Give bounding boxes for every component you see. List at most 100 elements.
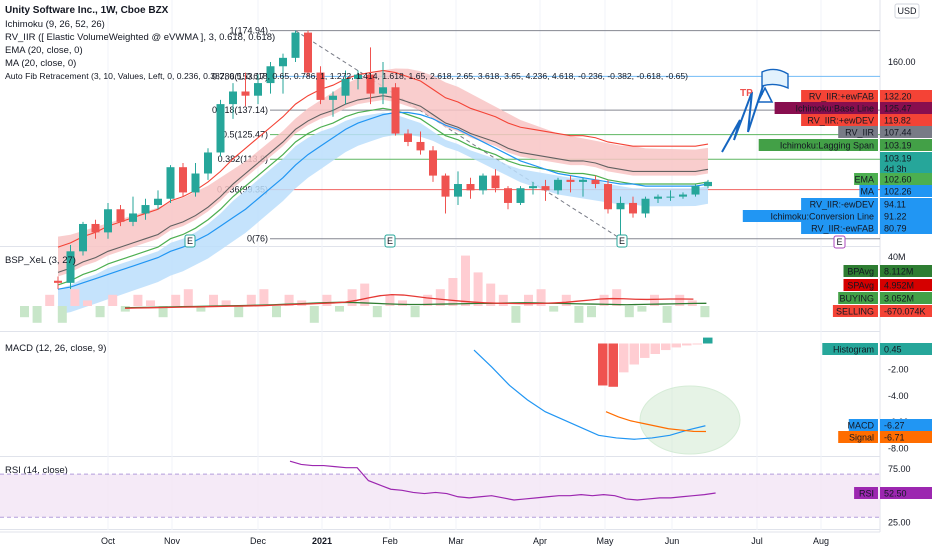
- price-tag-bg: [880, 343, 932, 355]
- candle-body: [341, 78, 350, 96]
- flag-icon: [761, 68, 789, 95]
- bsp-bar: [246, 294, 256, 306]
- legend-fib[interactable]: Auto Fib Retracement (3, 10, Values, Lef…: [5, 71, 688, 81]
- candle-body: [554, 179, 562, 191]
- price-tag-bg: [880, 173, 932, 185]
- price-tag-value: -6.27: [884, 421, 905, 431]
- candle-body: [666, 196, 675, 198]
- legend-ichimoku[interactable]: Ichimoku (9, 26, 52, 26): [5, 19, 105, 30]
- bsp-bar: [700, 306, 710, 318]
- macd-tick-label: -8.00: [888, 443, 909, 453]
- bsp-bar: [133, 294, 143, 306]
- price-tag-value: -6.71: [884, 433, 905, 443]
- rsi-line: [289, 460, 716, 501]
- series-tag-label: Ichimoku:Conversion Line: [770, 212, 874, 222]
- time-tick-label: 2021: [312, 536, 332, 546]
- price-labels: RV_IIR:+ewFAB 132.20 Ichimoku:Base Line 125…: [742, 90, 932, 234]
- candle-body: [504, 188, 512, 203]
- candle-body: [629, 202, 637, 214]
- candle-body: [454, 184, 462, 197]
- chart-title: Unity Software Inc., 1W, Cboe BZX: [5, 5, 169, 16]
- candle-body: [54, 280, 62, 283]
- bsp-bar: [435, 289, 445, 306]
- series-tag-label: Ichimoku:Base Line: [795, 104, 874, 114]
- earnings-marker: [184, 234, 196, 248]
- time-tick-label: Feb: [382, 536, 398, 546]
- bsp-bar: [32, 306, 42, 323]
- bsp-bar: [83, 300, 92, 306]
- series-tag-label: RV_IIR:-ewFAB: [811, 224, 874, 234]
- bsp-bar: [259, 289, 269, 306]
- macd-tick-label: -4.00: [888, 391, 909, 401]
- series-tag-label: RSI: [859, 489, 874, 499]
- macd-line: [473, 349, 706, 440]
- macd-pane: MACD (12, 26, close, 9)-2.00-4.00-6.00-8…: [5, 337, 932, 455]
- bsp-bar: [234, 306, 244, 318]
- earnings-marker: [616, 234, 628, 248]
- bsp-bar: [272, 306, 281, 318]
- bsp-title: BSP_XeL (3, 27): [5, 255, 76, 266]
- candle-body: [516, 188, 525, 203]
- price-tag-bg: [880, 431, 932, 443]
- candle-body: [291, 32, 300, 58]
- bsp-bar: [146, 300, 155, 306]
- candle-body: [141, 205, 150, 214]
- time-tick-label: May: [596, 536, 614, 546]
- candle-body: [591, 179, 600, 185]
- candle-body: [154, 198, 162, 206]
- bsp-bar: [309, 306, 319, 323]
- projection-path: [721, 79, 766, 153]
- candle-body: [66, 251, 75, 283]
- earnings-marker-label: E: [836, 237, 842, 247]
- time-axis[interactable]: Oct Nov Dec 2021 Feb Mar Apr May Jun Jul Aug: [101, 536, 829, 546]
- price-tag-bg: [880, 114, 932, 126]
- series-tag-bg: [774, 102, 878, 114]
- price-tag-value: 125.47: [884, 104, 912, 114]
- bsp-tick-label: 40M: [888, 252, 906, 262]
- candle-body: [116, 209, 125, 222]
- fib-trend-line: [295, 30, 621, 240]
- series-tag-bg: [859, 185, 878, 197]
- macd-histogram-bar: [650, 343, 660, 354]
- time-tick-label: Oct: [101, 536, 116, 546]
- bsp-bar: [511, 306, 521, 323]
- series-tag-bg: [854, 487, 878, 499]
- rsi-tick-label: 25.00: [888, 518, 911, 528]
- legend-ma[interactable]: MA (20, close, 0): [5, 58, 76, 69]
- price-tag-bg: [880, 198, 932, 210]
- currency-button[interactable]: [894, 3, 920, 19]
- price-tag-value: 103.19: [884, 154, 912, 164]
- bsp-bar: [284, 294, 294, 306]
- legend-rv-iir[interactable]: RV_IIR ([ Elastic VolumeWeighted @ eVWMA…: [5, 32, 275, 43]
- candle-body: [404, 133, 412, 142]
- series-tag-bg: [742, 210, 878, 222]
- bsp-bar: [498, 294, 508, 306]
- time-tick-label: Apr: [533, 536, 547, 546]
- candle-body: [616, 202, 625, 210]
- bsp-bar: [108, 294, 118, 306]
- time-tick-label: Nov: [164, 536, 181, 546]
- price-tag-bg: [880, 126, 932, 138]
- fib-level-label: 0(76): [247, 234, 268, 244]
- series-tag-bg: [838, 431, 878, 443]
- bsp-bar: [561, 294, 571, 306]
- price-tag-bg: [880, 279, 932, 291]
- bsp-bar: [171, 294, 181, 306]
- bsp-bar: [423, 294, 433, 306]
- macd-histogram-bar: [682, 343, 692, 346]
- signal-line: [605, 411, 707, 433]
- time-tick-label: Aug: [813, 536, 829, 546]
- bsp-bar: [158, 306, 168, 318]
- candle-body: [91, 223, 100, 233]
- candle-body: [129, 213, 137, 222]
- price-tag-value: 107.44: [884, 128, 912, 138]
- price-tag-value: 119.82: [884, 116, 911, 126]
- candle-body: [166, 167, 175, 199]
- fib-level-label: 0.618(137.14): [212, 105, 268, 115]
- rsi-title: RSI (14, close): [5, 465, 68, 476]
- bsp-bar: [536, 289, 546, 306]
- legend-ema[interactable]: EMA (20, close, 0): [5, 45, 83, 56]
- series-tag-bg: [801, 198, 878, 210]
- series-tag-label: Histogram: [833, 345, 874, 355]
